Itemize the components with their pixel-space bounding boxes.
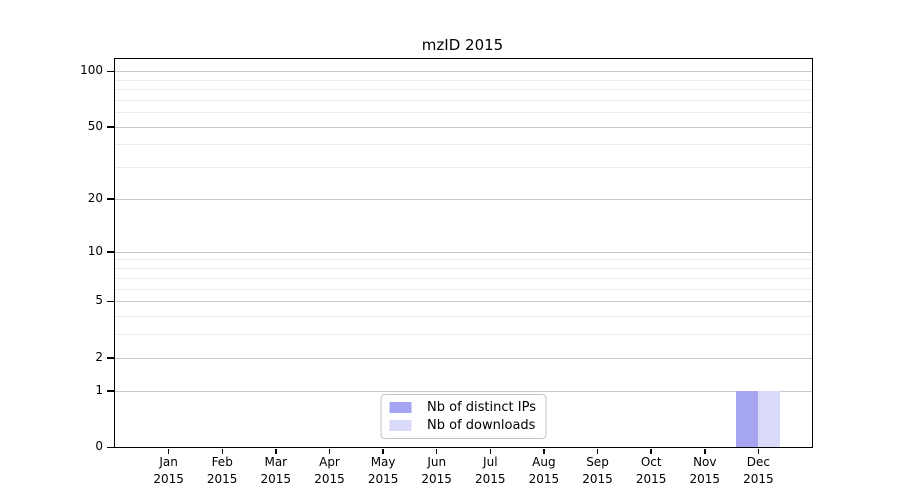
- y-tick-mark: [106, 251, 114, 253]
- x-tick-mark: [704, 448, 706, 454]
- y-tick-label: 50: [87, 118, 103, 133]
- legend-swatch-downloads: [389, 420, 412, 431]
- x-tick-mark: [382, 448, 384, 454]
- x-tick-mark: [596, 448, 599, 454]
- minor-gridline: [115, 144, 812, 146]
- y-tick-label: 20: [87, 190, 103, 205]
- x-tick-label: Sep 2015: [582, 455, 613, 487]
- x-tick-label: Apr 2015: [314, 455, 345, 487]
- legend-swatch-distinct-ips: [389, 402, 412, 413]
- minor-gridline: [115, 334, 812, 336]
- x-tick-label: Nov 2015: [689, 455, 721, 487]
- x-tick-label: Oct 2015: [635, 455, 667, 487]
- x-tick-mark: [489, 448, 492, 454]
- y-tick-mark: [106, 126, 114, 128]
- minor-gridline: [115, 315, 812, 317]
- chart-title: mzID 2015: [421, 36, 504, 54]
- y-tick-label: 100: [80, 63, 103, 77]
- minor-gridline: [115, 277, 812, 279]
- major-gridline: [115, 357, 812, 359]
- minor-gridline: [115, 99, 812, 101]
- x-tick-label: Jun 2015: [421, 455, 452, 487]
- legend: Nb of distinct IPs Nb of downloads: [380, 394, 547, 439]
- y-tick-mark: [106, 198, 114, 200]
- x-tick-label: Jul 2015: [475, 455, 506, 487]
- minor-gridline: [115, 79, 812, 81]
- minor-gridline: [115, 268, 812, 269]
- y-tick-label: 0: [95, 439, 103, 453]
- major-gridline: [115, 71, 812, 72]
- bar-nb-of-distinct-ips: [736, 390, 759, 447]
- x-tick-label: Dec 2015: [743, 455, 774, 487]
- minor-gridline: [115, 288, 812, 290]
- major-gridline: [115, 301, 812, 302]
- major-gridline: [115, 390, 812, 392]
- x-tick-label: Mar 2015: [260, 455, 292, 487]
- x-tick-mark: [435, 448, 438, 454]
- x-tick-mark: [221, 448, 223, 454]
- bar-nb-of-downloads: [758, 390, 781, 447]
- x-tick-label: Feb 2015: [206, 455, 238, 487]
- x-tick-mark: [328, 448, 331, 454]
- legend-label-distinct-ips: Nb of distinct IPs: [427, 400, 536, 415]
- y-tick-mark: [106, 446, 114, 448]
- major-gridline: [115, 126, 812, 128]
- x-tick-mark: [757, 448, 760, 454]
- y-tick-label: 1: [95, 382, 103, 397]
- y-tick-label: 5: [95, 293, 103, 307]
- x-tick-mark: [543, 448, 545, 454]
- x-tick-label: Aug 2015: [528, 455, 560, 487]
- y-tick-label: 10: [87, 243, 103, 258]
- legend-label-downloads: Nb of downloads: [427, 418, 536, 433]
- x-tick-mark: [275, 448, 277, 454]
- major-gridline: [115, 198, 812, 200]
- y-tick-mark: [106, 357, 114, 359]
- minor-gridline: [115, 112, 812, 114]
- y-tick-label: 2: [95, 349, 103, 364]
- y-tick-mark: [106, 390, 114, 392]
- minor-gridline: [115, 167, 812, 169]
- x-tick-mark: [167, 448, 170, 454]
- plot-area: 0 1 2 5 10 20 50 100 Jan 2015 Feb 2015 Mar 2015 Apr 201…: [80, 58, 813, 486]
- minor-gridline: [115, 259, 812, 261]
- y-tick-mark: [106, 300, 114, 302]
- x-tick-mark: [650, 448, 652, 454]
- major-gridline: [115, 251, 812, 253]
- legend-row-downloads: Nb of downloads: [389, 418, 536, 433]
- y-tick-mark: [106, 70, 114, 72]
- legend-row-distinct-ips: Nb of distinct IPs: [389, 400, 536, 415]
- x-tick-label: May 2015: [367, 455, 399, 487]
- x-tick-label: Jan 2015: [153, 455, 184, 487]
- minor-gridline: [115, 89, 812, 90]
